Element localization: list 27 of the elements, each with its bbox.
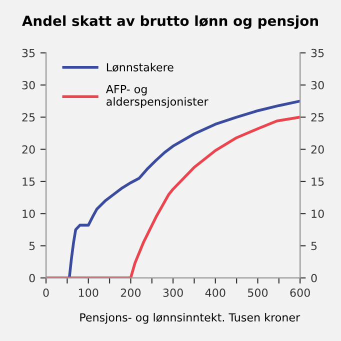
chart-title: Andel skatt av brutto lønn og pensjon <box>22 15 318 29</box>
x-tick-label: 600 <box>290 288 310 297</box>
y-tick-label: 20 <box>22 145 35 154</box>
legend-label: AFP- og alderspensjonister <box>106 85 208 108</box>
y2-tick-label: 10 <box>312 210 324 218</box>
x-axis-title: Pensjons- og lønnsinntekt. Tusen kroner <box>80 312 300 324</box>
y2-tick-label: 5 <box>311 242 317 250</box>
y-tick-label: 15 <box>22 178 35 186</box>
x-tick-label: 300 <box>163 288 183 297</box>
y-tick-label: 5 <box>29 242 35 250</box>
y-tick-label: 10 <box>22 210 35 218</box>
x-tick-label: 200 <box>120 288 141 297</box>
y-tick-label: 30 <box>22 80 35 90</box>
x-tick-label: 500 <box>248 288 268 297</box>
legend-label: Lønnstakere <box>106 62 174 72</box>
y2-tick-label: 25 <box>311 113 324 122</box>
x-tick-label: 100 <box>78 288 98 297</box>
y-tick-label: 25 <box>22 113 35 122</box>
x-tick-label: 400 <box>205 288 226 297</box>
y2-tick-label: 35 <box>311 48 324 58</box>
y-tick-label: 0 <box>29 274 35 282</box>
y-tick-label: 35 <box>22 48 35 58</box>
y2-tick-label: 15 <box>312 178 324 186</box>
y2-tick-label: 30 <box>311 80 324 90</box>
y2-tick-label: 20 <box>311 145 324 154</box>
y2-tick-label: 0 <box>311 274 317 282</box>
x-tick-label: 0 <box>43 288 49 297</box>
